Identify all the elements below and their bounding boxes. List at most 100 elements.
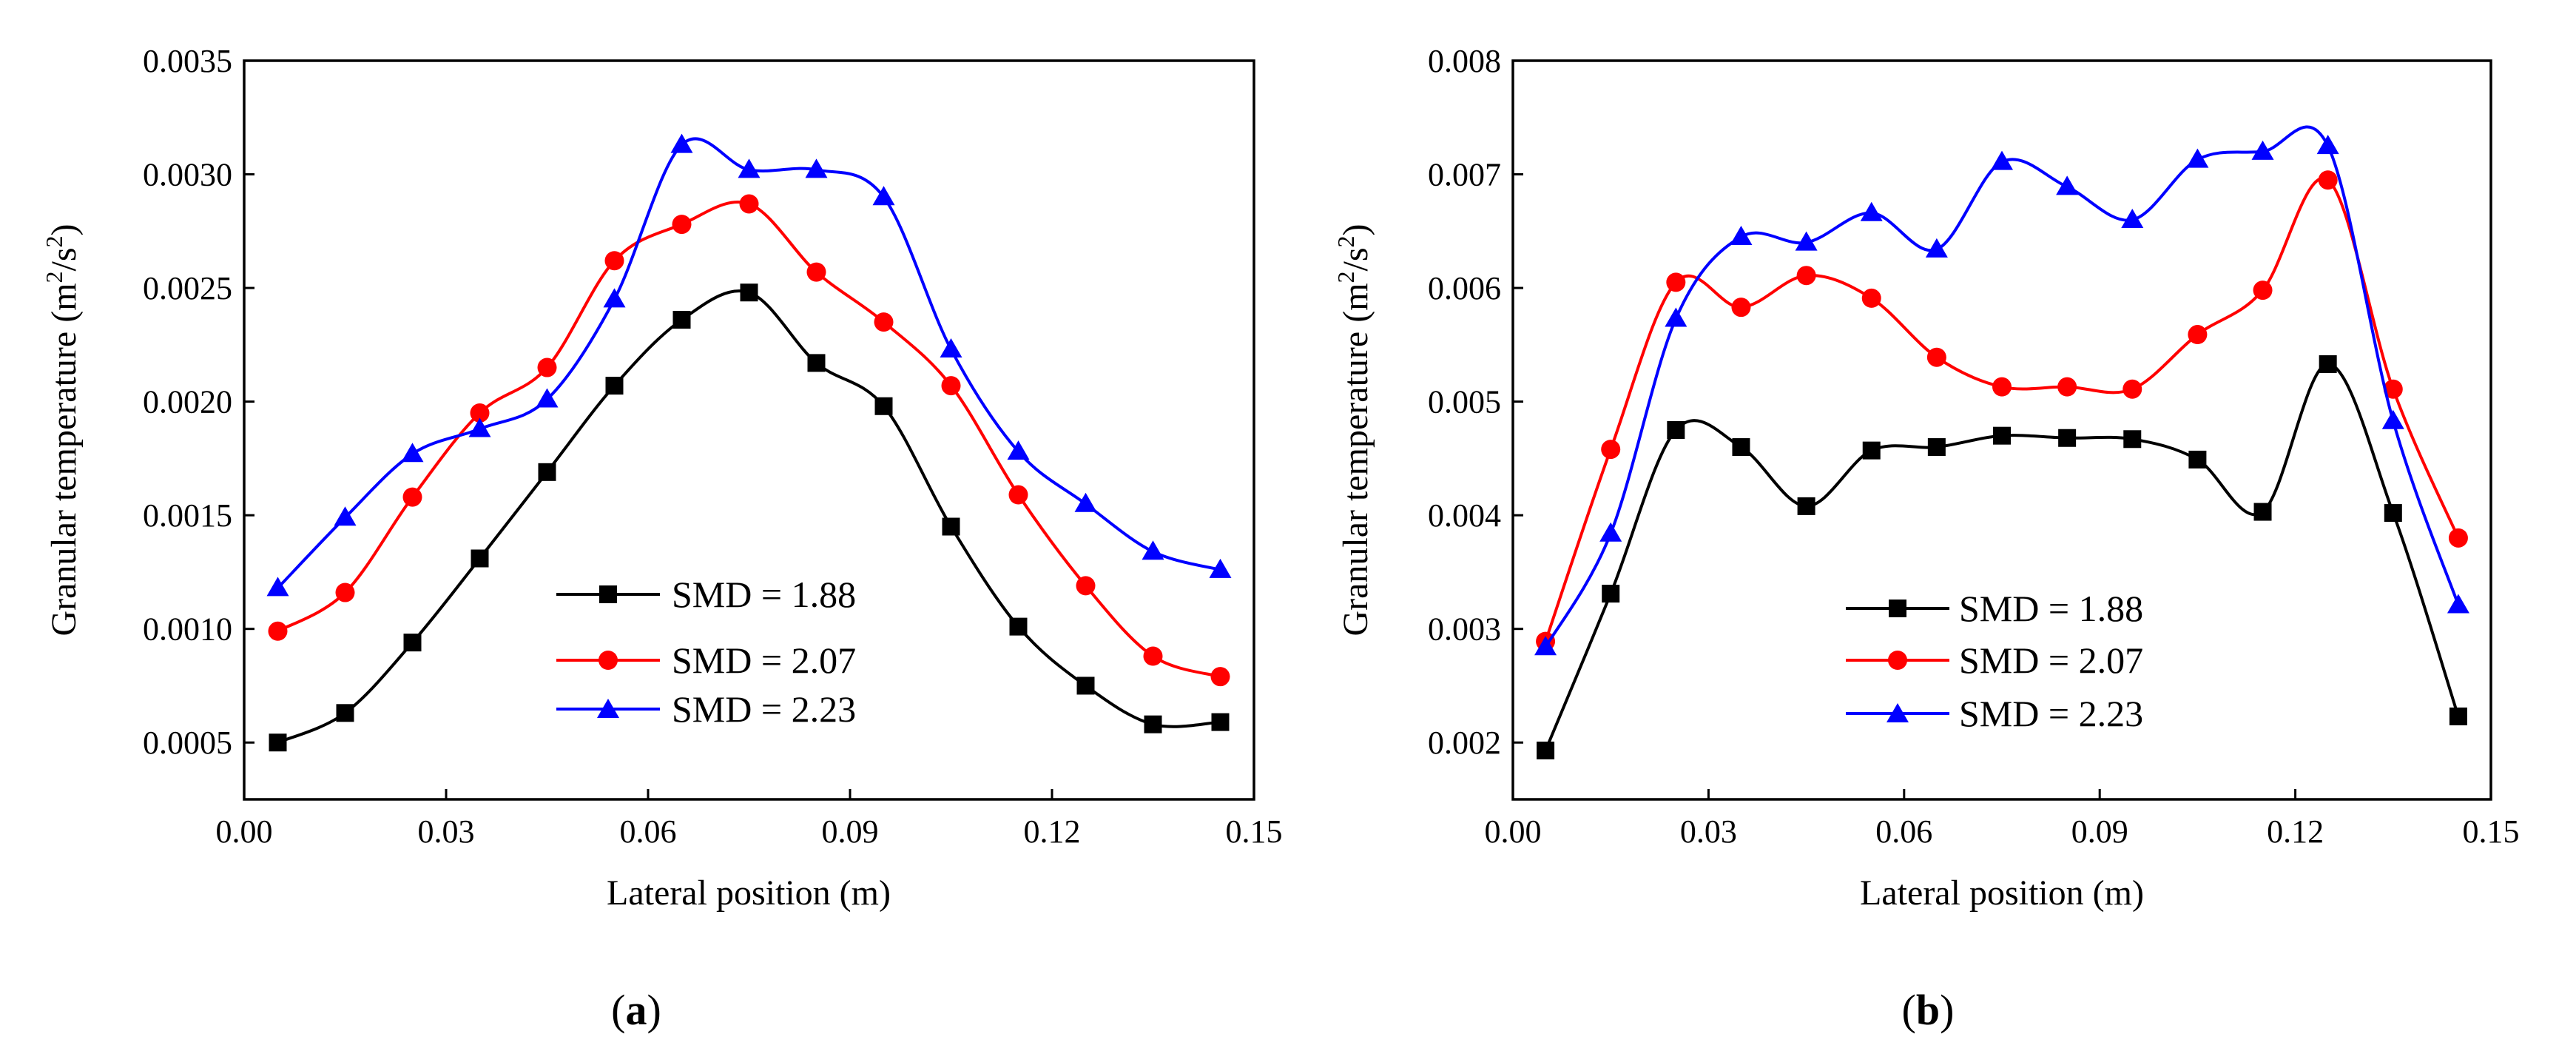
axis-ticks-a: 0.00 0.03 0.06 0.09 0.12 0.15 0.0005 0.0010 0.00…	[143, 43, 1283, 850]
point-b-0-3	[1732, 438, 1750, 457]
point-b-2-13	[2381, 409, 2404, 429]
legend-a: SMD = 1.88 SMD = 2.07 SMD = 2.23	[556, 574, 856, 730]
point-a-1-9	[874, 312, 894, 332]
point-a-2-10	[940, 338, 962, 357]
point-a-0-2	[403, 634, 422, 652]
x-tick-label-b-0: 0.00	[1485, 813, 1542, 850]
x-tick-label-a-2: 0.06	[620, 813, 677, 850]
y-axis-label-b: Granular temperature (m2/s2)	[1332, 224, 1375, 636]
point-b-1-3	[1731, 298, 1751, 318]
point-a-2-11	[1007, 440, 1030, 460]
legend-marker-b-0	[1889, 600, 1906, 617]
legend-item-b-1: SMD = 2.07	[1846, 639, 2143, 681]
x-tick-label-b-4: 0.12	[2267, 813, 2324, 850]
point-a-0-0	[269, 733, 287, 752]
point-a-1-12	[1076, 576, 1096, 596]
point-a-0-1	[336, 704, 354, 722]
y-tick-label-a-6: 0.0035	[143, 43, 232, 79]
point-a-2-5	[603, 288, 626, 308]
point-b-1-2	[1666, 272, 1686, 292]
legend-item-b-0: SMD = 1.88	[1846, 588, 2143, 629]
point-a-0-7	[740, 283, 758, 302]
point-b-2-10	[2186, 148, 2209, 168]
legend-marker-a-2	[597, 699, 619, 718]
point-b-0-2	[1667, 421, 1685, 439]
series-b-2	[1534, 125, 2469, 656]
point-b-0-12	[2319, 355, 2337, 373]
point-b-1-7	[1992, 377, 2012, 397]
y-tick-label-a-2: 0.0015	[143, 497, 232, 534]
series-line-b-1	[1544, 176, 2460, 642]
y-tick-label-b-3: 0.005	[1428, 384, 1501, 420]
y-tick-label-b-5: 0.007	[1428, 157, 1501, 193]
point-b-0-1	[1602, 585, 1620, 603]
chart-panel-a: 0.00 0.03 0.06 0.09 0.12 0.15 0.0005 0.0010 0.00…	[41, 43, 1283, 913]
point-a-2-2	[401, 443, 424, 463]
point-b-0-11	[2253, 503, 2272, 521]
point-b-2-4	[1795, 231, 1818, 251]
axis-ticks-b: 0.00 0.03 0.06 0.09 0.12 0.15 0.002 0.003 0.004 0…	[1428, 43, 2520, 850]
point-a-1-14	[1210, 667, 1230, 687]
point-a-2-0	[266, 577, 289, 597]
x-axis-label-a: Lateral position (m)	[607, 873, 891, 913]
point-a-2-6	[670, 133, 693, 153]
point-b-0-7	[1993, 426, 2011, 445]
point-b-2-2	[1665, 307, 1687, 327]
point-b-0-14	[2449, 707, 2467, 725]
y-tick-label-b-2: 0.004	[1428, 497, 1501, 534]
point-a-1-7	[739, 194, 759, 214]
point-a-1-2	[402, 487, 422, 507]
caption-b: (b)	[1902, 986, 1955, 1034]
point-a-0-8	[807, 354, 826, 372]
legend-b: SMD = 1.88 SMD = 2.07 SMD = 2.23	[1846, 588, 2143, 734]
x-tick-label-b-3: 0.09	[2071, 813, 2128, 850]
legend-item-a-0: SMD = 1.88	[556, 574, 856, 615]
series-a-2	[266, 133, 1232, 597]
point-a-1-11	[1008, 485, 1028, 505]
point-a-1-3	[470, 403, 490, 423]
point-b-2-0	[1534, 636, 1557, 656]
y-tick-label-b-6: 0.008	[1428, 43, 1501, 79]
point-a-1-1	[335, 582, 355, 602]
point-b-2-5	[1860, 201, 1883, 221]
y-tick-label-a-4: 0.0025	[143, 270, 232, 306]
point-b-1-14	[2448, 528, 2468, 548]
point-b-2-9	[2121, 208, 2144, 228]
legend-marker-b-2	[1887, 703, 1909, 722]
y-tick-label-b-0: 0.002	[1428, 725, 1501, 761]
point-b-1-6	[1926, 347, 1946, 367]
point-b-0-10	[2188, 450, 2207, 469]
point-b-0-6	[1927, 438, 1946, 457]
legend-item-a-2: SMD = 2.23	[556, 688, 856, 730]
point-b-2-12	[2316, 135, 2339, 155]
y-tick-label-a-3: 0.0020	[143, 384, 232, 420]
point-b-1-10	[2188, 325, 2208, 345]
series-a-1	[268, 194, 1230, 687]
point-a-1-5	[604, 251, 624, 271]
legend-marker-b-1	[1888, 651, 1907, 670]
point-a-2-9	[872, 186, 895, 206]
legend-marker-a-1	[599, 651, 618, 670]
x-tick-label-a-1: 0.03	[418, 813, 475, 850]
point-b-2-7	[1991, 150, 2013, 170]
series-b-1	[1536, 170, 2468, 651]
point-b-2-3	[1730, 225, 1753, 245]
y-tick-label-a-0: 0.0005	[143, 725, 232, 761]
point-b-1-4	[1796, 266, 1816, 286]
y-tick-label-a-5: 0.0030	[143, 157, 232, 193]
point-a-2-13	[1142, 540, 1164, 560]
legend-label-b-1: SMD = 2.07	[1959, 639, 2143, 681]
point-b-0-5	[1862, 441, 1881, 460]
legend-item-b-2: SMD = 2.23	[1846, 693, 2143, 734]
point-a-0-11	[1009, 617, 1028, 636]
point-b-2-14	[2447, 594, 2469, 614]
point-a-0-5	[605, 377, 624, 395]
point-b-1-1	[1601, 440, 1621, 460]
point-a-1-4	[537, 357, 557, 377]
point-a-0-12	[1076, 676, 1095, 695]
legend-label-b-2: SMD = 2.23	[1959, 693, 2143, 734]
point-b-1-9	[2122, 379, 2142, 399]
y-tick-label-a-1: 0.0010	[143, 611, 232, 648]
point-b-1-12	[2318, 170, 2338, 190]
point-a-2-12	[1074, 492, 1097, 512]
